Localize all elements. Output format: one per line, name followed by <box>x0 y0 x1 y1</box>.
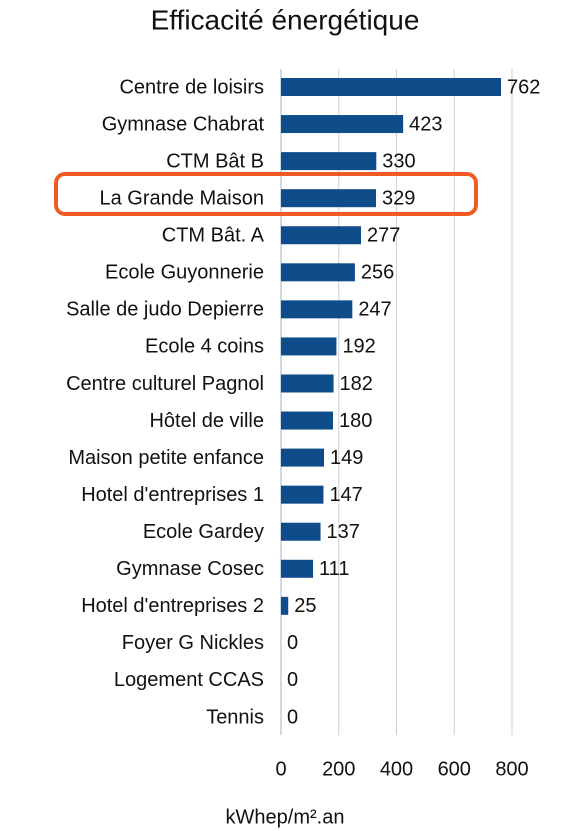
value-label: 330 <box>382 150 415 172</box>
y-tick-label: Ecole Guyonnerie <box>105 262 264 284</box>
x-tick-label: 600 <box>438 758 471 780</box>
bar <box>281 559 314 578</box>
y-tick-label: CTM Bât B <box>166 150 264 172</box>
value-label: 423 <box>409 113 442 135</box>
value-label: 182 <box>340 373 373 395</box>
bar <box>281 152 377 171</box>
value-label: 0 <box>287 632 298 654</box>
y-tick-label: Hotel d'entreprises 2 <box>81 595 264 617</box>
y-tick-label: Hotel d'entreprises 1 <box>81 484 264 506</box>
value-label: 247 <box>358 299 391 321</box>
value-label: 180 <box>339 410 372 432</box>
bar <box>281 263 355 282</box>
bar <box>281 411 333 430</box>
value-label: 256 <box>361 262 394 284</box>
y-tick-label: Ecole 4 coins <box>145 336 264 358</box>
y-tick-label: Foyer G Nickles <box>122 632 264 654</box>
value-label: 111 <box>319 558 349 580</box>
x-tick-label: 800 <box>495 758 528 780</box>
x-tick-label: 400 <box>380 758 413 780</box>
highlight-box <box>54 172 478 216</box>
bar <box>281 485 324 504</box>
bar <box>281 448 325 467</box>
x-axis-label: kWhep/m².an <box>226 806 345 828</box>
x-tick-label: 200 <box>322 758 355 780</box>
x-tick-label: 0 <box>275 758 286 780</box>
y-tick-label: Ecole Gardey <box>143 521 264 543</box>
value-label: 149 <box>330 447 363 469</box>
value-label: 25 <box>294 595 316 617</box>
y-tick-label: La Grande Maison <box>99 187 264 209</box>
y-tick-label: CTM Bât. A <box>162 225 265 247</box>
bar <box>281 115 404 134</box>
y-tick-label: Centre de loisirs <box>119 76 264 98</box>
bar <box>281 596 289 615</box>
value-label: 192 <box>342 336 375 358</box>
y-tick-label: Logement CCAS <box>114 669 264 691</box>
bar <box>281 300 353 319</box>
bar <box>281 337 337 356</box>
value-label: 762 <box>507 76 540 98</box>
bar <box>281 226 361 245</box>
bar <box>281 78 502 96</box>
value-label: 147 <box>329 484 362 506</box>
y-tick-label: Centre culturel Pagnol <box>66 373 264 395</box>
value-label: 0 <box>287 669 298 691</box>
bar <box>281 189 376 208</box>
y-tick-label: Salle de judo Depierre <box>66 299 264 321</box>
value-label: 0 <box>287 706 298 728</box>
y-tick-label: Gymnase Cosec <box>116 558 264 580</box>
bar <box>281 374 334 393</box>
y-tick-label: Gymnase Chabrat <box>102 113 265 135</box>
y-tick-label: Tennis <box>206 706 264 728</box>
value-label: 277 <box>367 225 400 247</box>
y-tick-label: Hôtel de ville <box>149 410 264 432</box>
chart-title: Efficacité énergétique <box>151 4 420 35</box>
value-label: 137 <box>327 521 360 543</box>
bar <box>281 522 321 541</box>
value-label: 329 <box>382 187 415 209</box>
y-tick-label: Maison petite enfance <box>68 447 264 469</box>
